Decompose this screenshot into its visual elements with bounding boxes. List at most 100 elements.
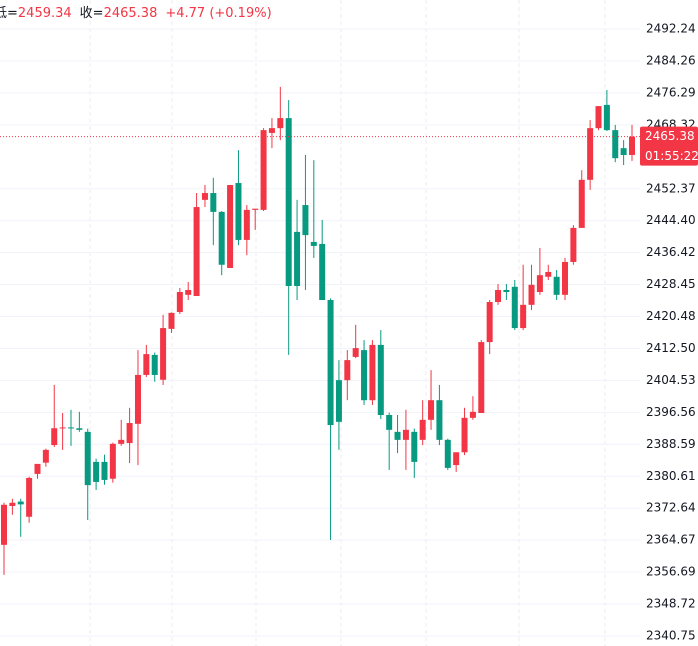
y-tick-label: 2436.42 — [646, 245, 696, 259]
y-tick-label: 2444.40 — [646, 213, 696, 227]
candle-body — [118, 439, 125, 444]
y-tick-label: 2340.75 — [646, 628, 696, 642]
candle-body — [486, 302, 493, 343]
candle-body — [603, 104, 610, 131]
y-tick-label: 2428.45 — [646, 277, 696, 291]
candle-body — [327, 300, 334, 426]
candle-body — [42, 449, 49, 463]
legend-value: 2459.34 — [18, 6, 72, 21]
candle-body — [570, 227, 577, 262]
y-tick-label: 2492.24 — [646, 22, 696, 36]
last-price-label: 2465.38 — [645, 129, 695, 143]
candle-body — [260, 130, 267, 210]
y-tick-label: 2388.59 — [646, 437, 696, 451]
grid — [0, 0, 640, 646]
candle-body — [210, 193, 217, 212]
candle-body — [277, 118, 284, 129]
y-tick-label: 2364.67 — [646, 533, 696, 547]
candle-body — [411, 431, 418, 462]
candle-body — [562, 261, 569, 295]
candle-body — [294, 231, 301, 286]
candle-body — [335, 380, 342, 422]
candle-body — [352, 348, 359, 357]
candle-body — [93, 461, 100, 482]
candle-body — [218, 211, 225, 265]
candle-body — [235, 183, 242, 240]
price-axis: 2492.242484.262476.292468.322452.372444.… — [640, 22, 698, 642]
candle-body — [76, 428, 83, 430]
candle-body — [26, 477, 33, 517]
candle-body — [503, 290, 510, 293]
candle-body — [495, 290, 502, 303]
y-tick-label: 2396.56 — [646, 405, 696, 419]
candle-body — [386, 415, 393, 430]
y-tick-label: 2420.48 — [646, 309, 696, 323]
candle-body — [243, 209, 250, 240]
candle-body — [252, 208, 259, 210]
candle-body — [134, 374, 141, 424]
candle-body — [51, 428, 58, 446]
candle-body — [126, 423, 133, 444]
candle-body — [109, 443, 116, 479]
candle-body — [453, 452, 460, 466]
candle-body — [1, 504, 7, 545]
y-tick-label: 2380.61 — [646, 469, 696, 483]
candle-body — [319, 243, 326, 301]
last-price-box — [640, 126, 698, 166]
candle-body — [268, 128, 275, 133]
candle-body — [587, 128, 594, 180]
candle-body — [67, 427, 74, 429]
candle-body — [193, 207, 200, 297]
candle-body — [185, 290, 192, 295]
candle-body — [419, 419, 426, 440]
candle-body — [361, 350, 368, 401]
legend-label: 低= — [0, 6, 18, 21]
candle-body — [536, 275, 543, 293]
candle-body — [436, 400, 443, 440]
candle-body — [595, 106, 602, 129]
candle-body — [285, 118, 292, 286]
candle-body — [168, 312, 175, 329]
ohlc-legend: 低=2459.34 收=2465.38 +4.77 (+0.19%) — [0, 6, 272, 21]
candle-body — [84, 431, 91, 486]
candle-body — [394, 431, 401, 440]
candle-body — [151, 354, 158, 375]
y-tick-label: 2412.50 — [646, 341, 696, 355]
candle-body — [17, 501, 24, 505]
legend-label: 收= — [80, 6, 104, 21]
candle-body — [59, 427, 66, 429]
candle-body — [34, 463, 41, 474]
y-tick-label: 2476.29 — [646, 85, 696, 99]
candle-body — [227, 185, 234, 268]
candle-body — [553, 276, 560, 295]
candle-body — [101, 461, 108, 480]
candle-body — [461, 417, 468, 453]
candle-body — [511, 286, 518, 329]
candle-body — [9, 502, 16, 506]
candle-body — [143, 354, 150, 375]
countdown-label: 01:55:22 — [645, 149, 698, 163]
candle-body — [545, 271, 552, 277]
y-tick-label: 2356.69 — [646, 565, 696, 579]
candle-body — [520, 304, 527, 329]
candle-body — [428, 400, 435, 420]
candle-body — [302, 205, 309, 236]
y-tick-label: 2484.26 — [646, 53, 696, 67]
candle-body — [201, 193, 208, 200]
candle-body — [344, 360, 351, 381]
legend-change: +4.77 (+0.19%) — [165, 6, 271, 21]
candle-body — [629, 136, 635, 155]
y-tick-label: 2348.72 — [646, 597, 696, 611]
candle-body — [377, 344, 384, 416]
candle-body — [578, 179, 585, 228]
candle-body — [612, 130, 619, 159]
y-tick-label: 2404.53 — [646, 373, 696, 387]
candle-body — [402, 429, 409, 440]
y-tick-label: 2372.64 — [646, 501, 696, 515]
candle-body — [310, 241, 317, 246]
legend-value: 2465.38 — [104, 6, 158, 21]
candle-body — [528, 284, 535, 305]
candle-body — [444, 439, 451, 468]
y-tick-label: 2452.37 — [646, 181, 696, 195]
